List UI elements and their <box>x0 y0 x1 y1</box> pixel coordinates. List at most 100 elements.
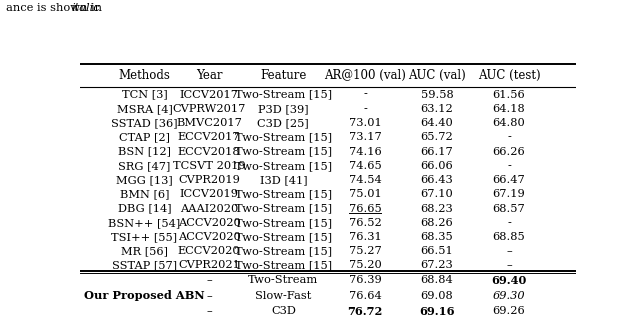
Text: BSN [12]: BSN [12] <box>118 146 171 157</box>
Text: -: - <box>507 132 511 142</box>
Text: 68.26: 68.26 <box>420 218 454 228</box>
Text: CVPR2019: CVPR2019 <box>178 175 240 185</box>
Text: MR [56]: MR [56] <box>121 246 168 256</box>
Text: 66.47: 66.47 <box>493 175 525 185</box>
Text: 64.40: 64.40 <box>420 118 454 128</box>
Text: –: – <box>206 306 212 316</box>
Text: AUC (val): AUC (val) <box>408 69 466 82</box>
Text: AAAI2020: AAAI2020 <box>180 204 238 213</box>
Text: Our Proposed ABN: Our Proposed ABN <box>84 290 205 301</box>
Text: AUC (test): AUC (test) <box>477 69 540 82</box>
Text: ICCV2019: ICCV2019 <box>179 189 239 199</box>
Text: 64.18: 64.18 <box>493 104 525 114</box>
Text: 68.85: 68.85 <box>493 232 525 242</box>
Text: AR@100 (val): AR@100 (val) <box>324 69 406 82</box>
Text: italic: italic <box>72 3 100 13</box>
Text: 61.56: 61.56 <box>493 90 525 100</box>
Text: Year: Year <box>196 69 222 82</box>
Text: Methods: Methods <box>118 69 170 82</box>
Text: 69.26: 69.26 <box>493 306 525 316</box>
Text: 69.30: 69.30 <box>493 291 525 301</box>
Text: 66.06: 66.06 <box>420 161 454 171</box>
Text: 63.12: 63.12 <box>420 104 454 114</box>
Text: TCSVT 2019: TCSVT 2019 <box>173 161 245 171</box>
Text: 65.72: 65.72 <box>420 132 454 142</box>
Text: 76.52: 76.52 <box>349 218 381 228</box>
Text: BSN++ [54]: BSN++ [54] <box>108 218 180 228</box>
Text: Two-Stream [15]: Two-Stream [15] <box>235 246 332 256</box>
Text: BMN [6]: BMN [6] <box>120 189 169 199</box>
Text: TSI++ [55]: TSI++ [55] <box>111 232 177 242</box>
Text: 67.19: 67.19 <box>493 189 525 199</box>
Text: 75.01: 75.01 <box>349 189 381 199</box>
Text: 74.65: 74.65 <box>349 161 381 171</box>
Text: TCN [3]: TCN [3] <box>122 90 167 100</box>
Text: Two-Stream [15]: Two-Stream [15] <box>235 161 332 171</box>
Text: ECCV2020: ECCV2020 <box>178 246 240 256</box>
Text: Feature: Feature <box>260 69 307 82</box>
Text: Two-Stream [15]: Two-Stream [15] <box>235 146 332 157</box>
Text: 66.26: 66.26 <box>493 146 525 157</box>
Text: –: – <box>206 291 212 301</box>
Text: 76.65: 76.65 <box>349 204 381 213</box>
Text: –: – <box>506 261 512 271</box>
Text: SSTAD [36]: SSTAD [36] <box>111 118 178 128</box>
Text: 69.08: 69.08 <box>420 291 454 301</box>
Text: MSRA [4]: MSRA [4] <box>116 104 172 114</box>
Text: 59.58: 59.58 <box>420 90 454 100</box>
Text: Two-Stream [15]: Two-Stream [15] <box>235 218 332 228</box>
Text: 76.39: 76.39 <box>349 275 381 286</box>
Text: Two-Stream: Two-Stream <box>248 275 319 286</box>
Text: BMVC2017: BMVC2017 <box>176 118 242 128</box>
Text: CVPRW2017: CVPRW2017 <box>172 104 246 114</box>
Text: 68.57: 68.57 <box>493 204 525 213</box>
Text: 68.35: 68.35 <box>420 232 454 242</box>
Text: 73.01: 73.01 <box>349 118 381 128</box>
Text: 66.51: 66.51 <box>420 246 454 256</box>
Text: -: - <box>507 161 511 171</box>
Text: 69.16: 69.16 <box>419 306 455 317</box>
Text: DBG [14]: DBG [14] <box>118 204 172 213</box>
Text: CTAP [2]: CTAP [2] <box>119 132 170 142</box>
Text: ance is shown in: ance is shown in <box>6 3 106 13</box>
Text: –: – <box>506 246 512 256</box>
Text: 75.20: 75.20 <box>349 261 381 271</box>
Text: Two-Stream [15]: Two-Stream [15] <box>235 232 332 242</box>
Text: Slow-Fast: Slow-Fast <box>255 291 312 301</box>
Text: CVPR2021: CVPR2021 <box>178 261 240 271</box>
Text: Two-Stream [15]: Two-Stream [15] <box>235 90 332 100</box>
Text: 69.40: 69.40 <box>492 275 527 286</box>
Text: Two-Stream [15]: Two-Stream [15] <box>235 132 332 142</box>
Text: 76.64: 76.64 <box>349 291 381 301</box>
Text: 68.84: 68.84 <box>420 275 454 286</box>
Text: ACCV2020: ACCV2020 <box>177 232 241 242</box>
Text: C3D [25]: C3D [25] <box>257 118 309 128</box>
Text: ECCV2017: ECCV2017 <box>178 132 240 142</box>
Text: 74.54: 74.54 <box>349 175 381 185</box>
Text: ICCV2017: ICCV2017 <box>179 90 239 100</box>
Text: Two-Stream [15]: Two-Stream [15] <box>235 261 332 271</box>
Text: 64.80: 64.80 <box>493 118 525 128</box>
Text: –: – <box>206 275 212 286</box>
Text: -: - <box>507 218 511 228</box>
Text: Two-Stream [15]: Two-Stream [15] <box>235 204 332 213</box>
Text: -: - <box>364 104 367 114</box>
Text: I3D [41]: I3D [41] <box>260 175 307 185</box>
Text: 67.23: 67.23 <box>420 261 454 271</box>
Text: 74.16: 74.16 <box>349 146 381 157</box>
Text: 76.72: 76.72 <box>348 306 383 317</box>
Text: 76.31: 76.31 <box>349 232 381 242</box>
Text: Two-Stream [15]: Two-Stream [15] <box>235 189 332 199</box>
Text: SSTAP [57]: SSTAP [57] <box>112 261 177 271</box>
Text: -: - <box>364 90 367 100</box>
Text: ECCV2018: ECCV2018 <box>178 146 240 157</box>
Text: MGG [13]: MGG [13] <box>116 175 173 185</box>
Text: 73.17: 73.17 <box>349 132 381 142</box>
Text: C3D: C3D <box>271 306 296 316</box>
Text: SRG [47]: SRG [47] <box>118 161 171 171</box>
Text: ACCV2020: ACCV2020 <box>177 218 241 228</box>
Text: 67.10: 67.10 <box>420 189 454 199</box>
Text: 66.43: 66.43 <box>420 175 454 185</box>
Text: P3D [39]: P3D [39] <box>258 104 308 114</box>
Text: 75.27: 75.27 <box>349 246 381 256</box>
